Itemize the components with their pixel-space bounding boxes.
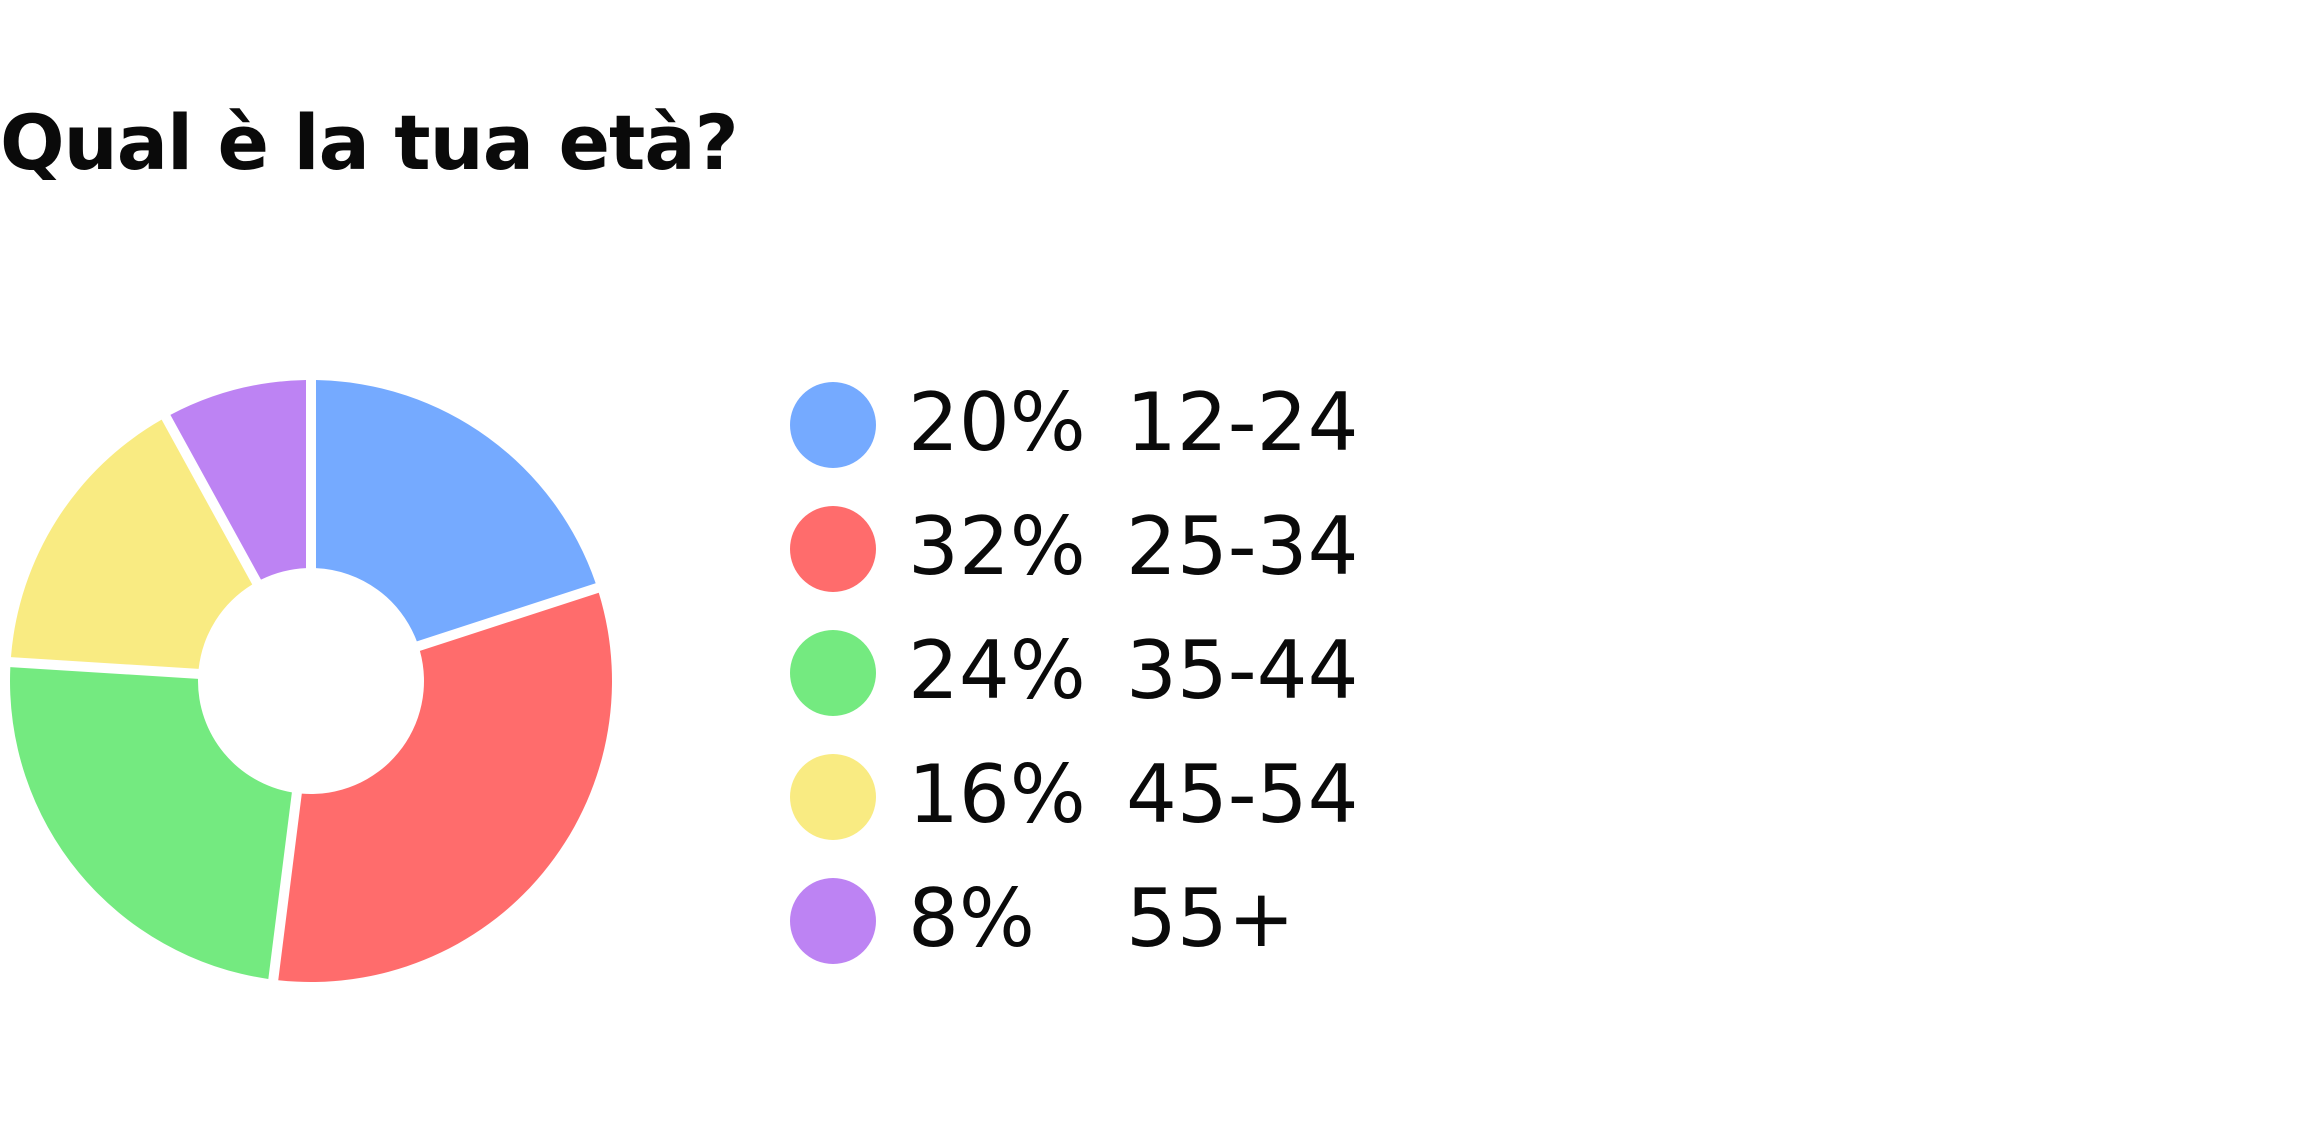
legend-percent: 32% (908, 492, 1086, 602)
legend-item: 24% 35-44 (790, 630, 876, 754)
legend-category: 55+ (1126, 864, 1295, 974)
legend-category: 45-54 (1126, 740, 1358, 850)
legend-item: 20% 12-24 (790, 382, 876, 506)
legend-percent: 20% (908, 368, 1086, 478)
legend-swatch (790, 630, 876, 716)
legend-item: 16% 45-54 (790, 754, 876, 878)
legend-percent: 8% (908, 864, 1035, 974)
donut-slice-35-44 (10, 667, 292, 979)
legend-swatch (790, 506, 876, 592)
legend-category: 25-34 (1126, 492, 1358, 602)
legend-percent: 16% (908, 740, 1086, 850)
legend-swatch (790, 878, 876, 964)
donut-slices (10, 380, 612, 982)
chart-legend: 20% 12-24 32% 25-34 24% 35-44 16% 45-54 … (790, 382, 876, 1002)
legend-category: 12-24 (1126, 368, 1358, 478)
donut-slice-25-34 (278, 593, 612, 982)
legend-item: 32% 25-34 (790, 506, 876, 630)
legend-swatch (790, 382, 876, 468)
legend-category: 35-44 (1126, 616, 1358, 726)
legend-item: 8% 55+ (790, 878, 876, 1002)
donut-slice-12-24 (316, 380, 596, 641)
legend-swatch (790, 754, 876, 840)
legend-percent: 24% (908, 616, 1086, 726)
